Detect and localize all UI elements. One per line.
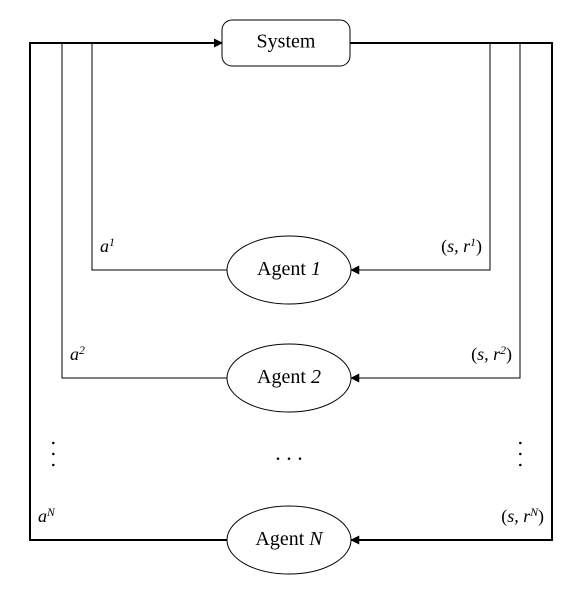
observation-label: (s, rN) [501,506,544,528]
ellipsis: . . . [514,440,539,468]
system-label: System [257,31,316,53]
ellipsis: . . . [275,440,303,465]
observation-label: (s, r2) [471,344,512,366]
agent-label: Agent 2 [257,366,321,388]
action-label: aN [38,506,56,527]
multi-agent-loop-diagram: a1 (s, r1) a2 (s, r2) aN (s, rN) System Agent 1… [0,0,578,592]
agent-label: Agent 1 [257,258,321,280]
action-label: a2 [70,344,85,365]
action-label: a1 [100,236,115,257]
agent-label: Agent N [255,528,324,550]
observation-label: (s, r1) [441,236,482,258]
ellipsis: . . . [47,440,72,468]
